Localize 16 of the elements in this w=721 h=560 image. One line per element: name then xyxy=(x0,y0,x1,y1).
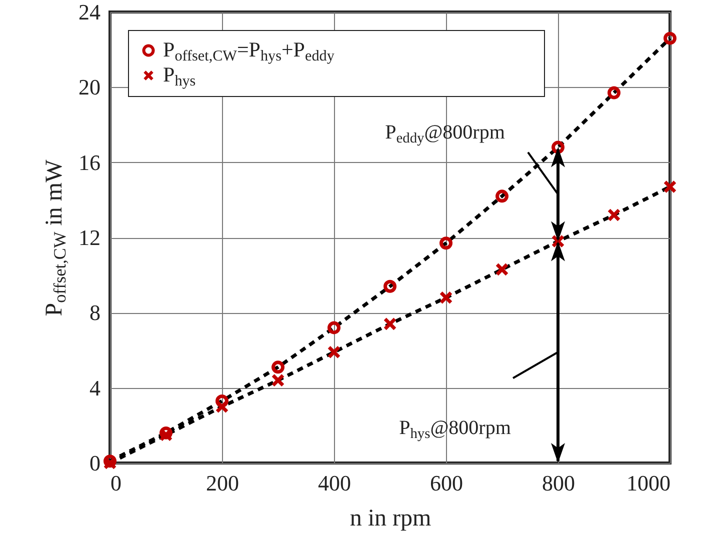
x-tick-label: 600 xyxy=(430,470,463,496)
y-tick-label: 4 xyxy=(90,375,100,400)
legend-label: P$_{hys}$ xyxy=(163,62,196,90)
x-tick-label: 0 xyxy=(110,470,122,496)
x-tick-label: 1000 xyxy=(626,470,670,496)
x-tick-label: 400 xyxy=(318,470,351,496)
x-tick-label: 200 xyxy=(206,470,239,496)
y-tick-label: 12 xyxy=(78,225,100,250)
x-tick-label: 800 xyxy=(542,470,575,496)
y-tick-label: 0 xyxy=(90,450,100,476)
y-tick-label: 24 xyxy=(78,0,100,24)
y-tick-label: 16 xyxy=(78,150,100,175)
y-tick-label: 20 xyxy=(78,74,100,100)
legend-label: P$_{offset,CW}$=P$_{hys}$+P$_{eddy}$ xyxy=(163,38,335,64)
y-tick-label: 8 xyxy=(90,300,100,326)
x-axis-title: n in rpm xyxy=(350,506,432,532)
